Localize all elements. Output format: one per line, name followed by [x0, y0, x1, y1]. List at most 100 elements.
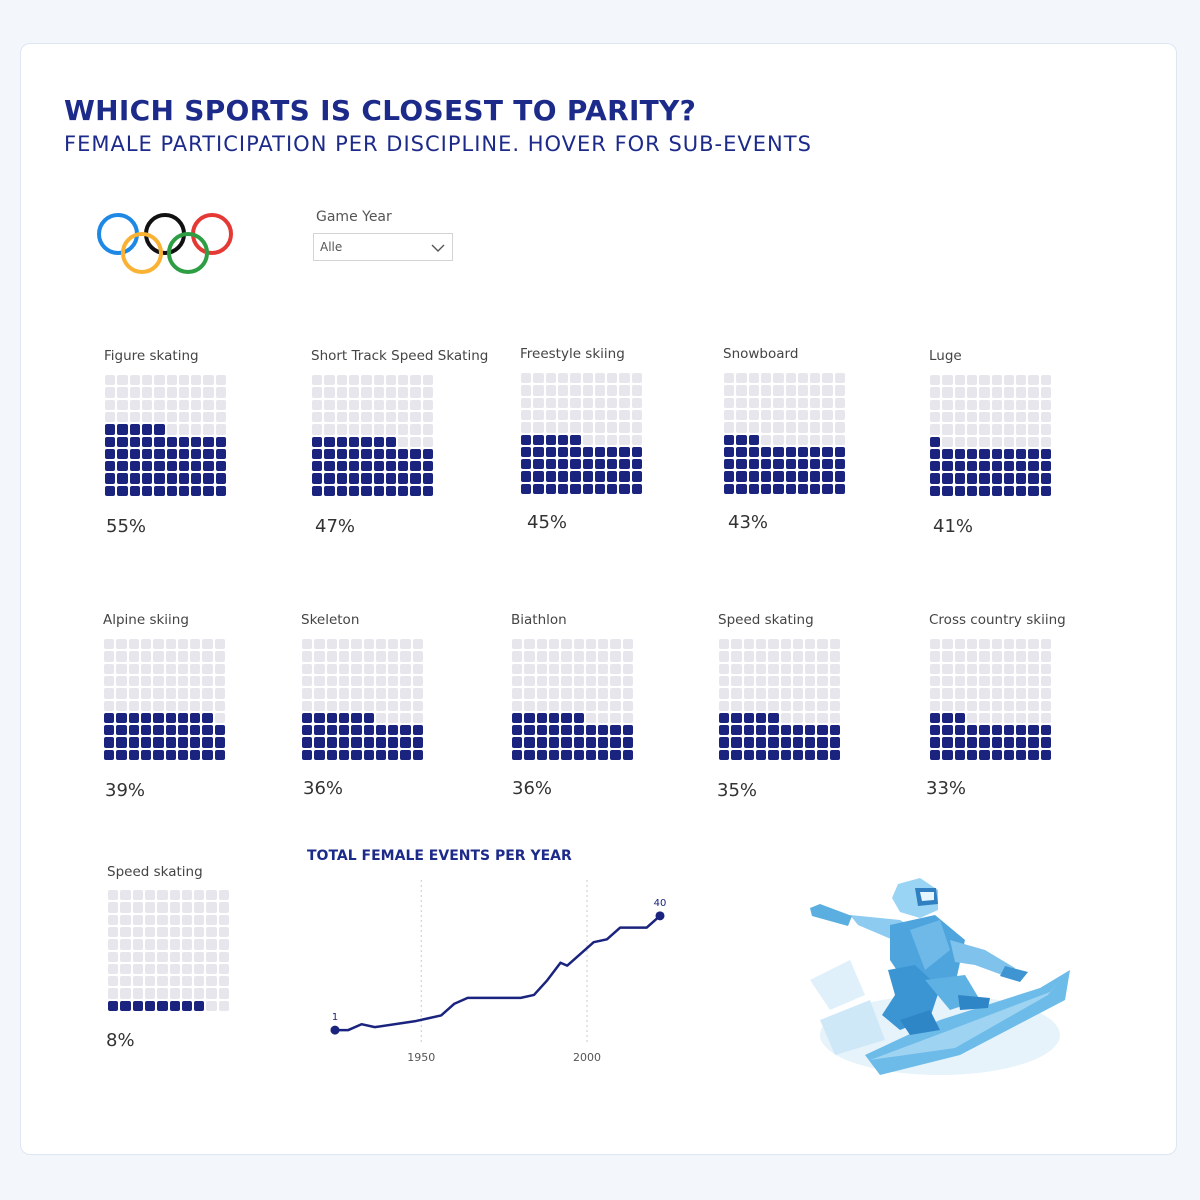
waffle-cell-filled: [954, 737, 965, 748]
waffle-cell-empty: [214, 688, 226, 699]
waffle-chart[interactable]: [930, 639, 1054, 763]
waffle-chart[interactable]: [105, 375, 229, 499]
waffle-cell-empty: [570, 409, 581, 421]
discipline-percentage: 55%: [106, 516, 147, 537]
waffle-cell-filled: [573, 737, 584, 748]
waffle-cell-filled: [524, 737, 535, 748]
waffle-cell-empty: [942, 651, 953, 662]
waffle-cell-empty: [154, 411, 165, 423]
waffle-cell-empty: [117, 375, 128, 386]
waffle-cell-empty: [203, 375, 214, 386]
waffle-cell-empty: [336, 411, 347, 423]
waffle-cell-empty: [768, 663, 779, 674]
waffle-cell-empty: [206, 951, 217, 962]
waffle-cell-filled: [536, 737, 547, 748]
discipline-label: Speed skating: [107, 864, 203, 880]
waffle-cell-empty: [140, 700, 152, 711]
waffle-cell-empty: [829, 712, 841, 724]
waffle-cell-empty: [773, 434, 784, 445]
waffle-cell-filled: [373, 473, 384, 484]
waffle-cell-filled: [348, 436, 360, 447]
waffle-cell-filled: [817, 725, 828, 736]
waffle-cell-empty: [834, 434, 846, 445]
waffle-chart[interactable]: [724, 373, 848, 497]
waffle-cell-empty: [373, 411, 384, 423]
waffle-cell-empty: [773, 422, 784, 433]
waffle-cell-empty: [218, 926, 230, 938]
waffle-cell-empty: [388, 675, 399, 687]
waffle-cell-filled: [829, 725, 841, 736]
waffle-cell-empty: [410, 375, 421, 386]
waffle-cell-empty: [202, 663, 213, 674]
x-tick-label: 2000: [573, 1051, 601, 1064]
waffle-cell-filled: [154, 461, 165, 472]
waffle-cell-empty: [557, 373, 569, 384]
waffle-cell-empty: [521, 373, 532, 384]
waffle-cell-empty: [598, 651, 609, 662]
waffle-chart[interactable]: [719, 639, 843, 763]
waffle-chart[interactable]: [312, 375, 436, 499]
waffle-cell-empty: [351, 675, 362, 687]
waffle-cell-filled: [817, 737, 828, 748]
waffle-chart[interactable]: [521, 373, 645, 497]
waffle-cell-filled: [141, 473, 153, 484]
waffle-cell-empty: [314, 688, 325, 699]
waffle-cell-empty: [598, 688, 609, 699]
waffle-chart[interactable]: [302, 639, 426, 763]
waffle-cell-empty: [954, 375, 965, 386]
waffle-chart[interactable]: [930, 375, 1054, 499]
waffle-cell-filled: [153, 712, 164, 724]
waffle-cell-empty: [385, 387, 397, 398]
waffle-cell-empty: [194, 926, 205, 938]
waffle-cell-filled: [631, 459, 643, 470]
start-point[interactable]: [330, 1025, 340, 1035]
waffle-cell-filled: [363, 725, 374, 736]
waffle-cell-filled: [619, 446, 630, 458]
waffle-cell-empty: [582, 434, 593, 445]
waffle-cell-empty: [157, 951, 168, 962]
waffle-cell-filled: [348, 448, 360, 460]
waffle-cell-empty: [545, 397, 556, 408]
game-year-dropdown[interactable]: Alle: [313, 233, 453, 261]
waffle-cell-empty: [545, 373, 556, 384]
waffle-cell-empty: [829, 688, 841, 699]
waffle-cell-empty: [817, 700, 828, 711]
waffle-cell-filled: [375, 737, 387, 748]
waffle-cell-empty: [1016, 651, 1027, 662]
waffle-cell-empty: [622, 700, 634, 711]
waffle-cell-empty: [536, 700, 547, 711]
waffle-cell-empty: [105, 399, 116, 410]
waffle-cell-filled: [966, 749, 978, 761]
waffle-cell-empty: [363, 639, 374, 650]
waffle-cell-empty: [388, 700, 399, 711]
waffle-chart[interactable]: [108, 890, 232, 1014]
waffle-cell-filled: [336, 448, 347, 460]
waffle-cell-filled: [215, 461, 227, 472]
waffle-cell-empty: [594, 409, 606, 421]
waffle-cell-filled: [829, 737, 841, 748]
waffle-cell-filled: [108, 1000, 119, 1012]
waffle-cell-empty: [120, 926, 131, 938]
waffle-cell-empty: [785, 434, 796, 445]
waffle-cell-empty: [719, 688, 730, 699]
waffle-cell-empty: [792, 675, 804, 687]
waffle-chart[interactable]: [512, 639, 636, 763]
waffle-cell-empty: [942, 399, 953, 410]
waffle-cell-filled: [373, 436, 384, 447]
waffle-cell-empty: [942, 688, 953, 699]
waffle-cell-empty: [157, 963, 168, 975]
waffle-cell-filled: [398, 473, 409, 484]
waffle-cell-empty: [1040, 375, 1052, 386]
waffle-cell-filled: [154, 448, 165, 460]
waffle-chart[interactable]: [104, 639, 228, 763]
waffle-cell-empty: [218, 939, 230, 950]
waffle-cell-filled: [1028, 725, 1039, 736]
waffle-cell-empty: [631, 385, 643, 396]
end-point[interactable]: [655, 911, 665, 921]
waffle-cell-empty: [780, 651, 791, 662]
waffle-cell-filled: [619, 459, 630, 470]
waffle-cell-empty: [1016, 712, 1027, 724]
waffle-cell-empty: [805, 675, 816, 687]
waffle-cell-empty: [942, 375, 953, 386]
waffle-cell-empty: [719, 675, 730, 687]
